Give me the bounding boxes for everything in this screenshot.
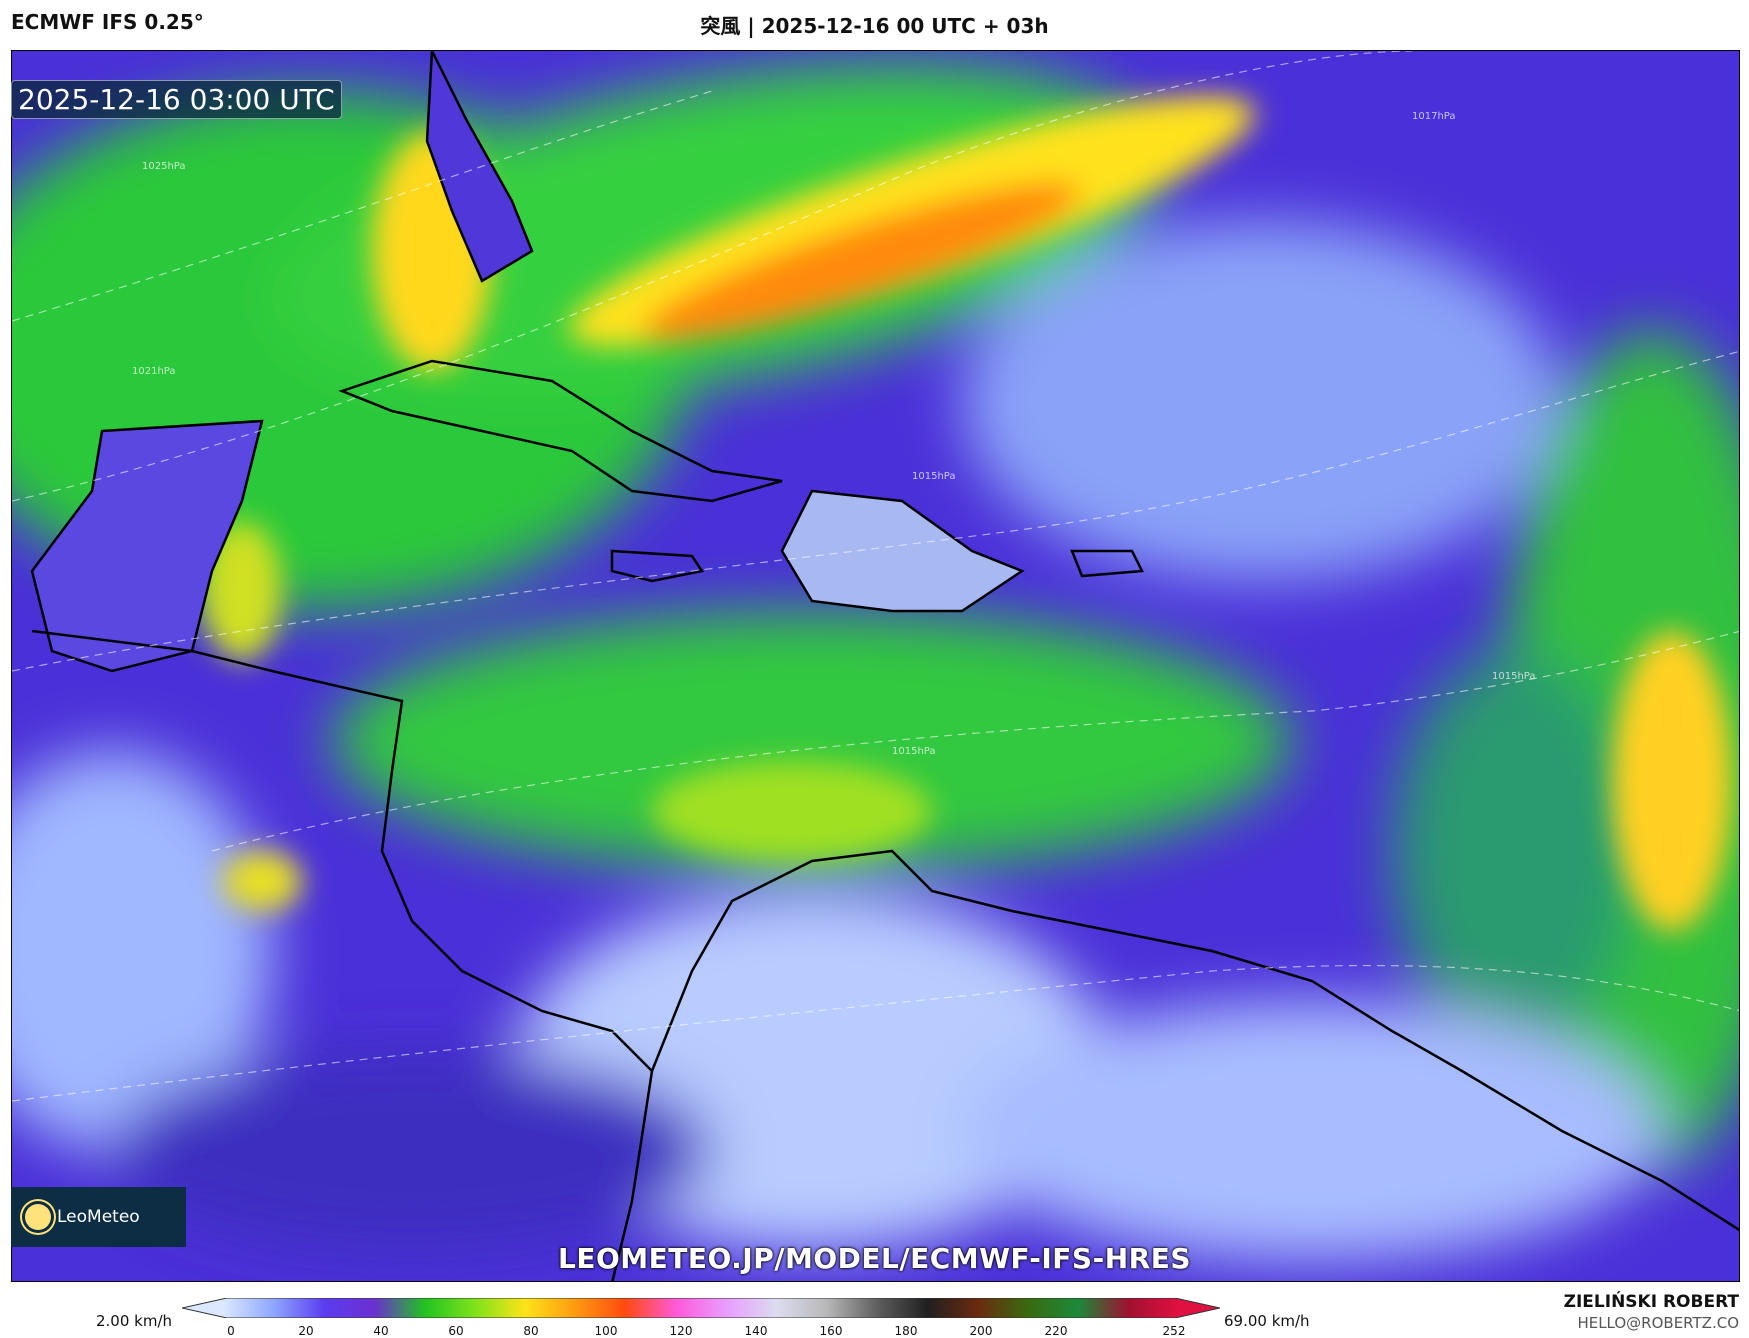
author-name: ZIELIŃSKI ROBERT <box>1563 1292 1739 1312</box>
colorbar-tick: 0 <box>227 1324 235 1338</box>
isobar-label: 1015hPa <box>912 471 956 482</box>
valid-time-badge: 2025-12-16 03:00 UTC <box>11 80 342 119</box>
colorbar-tick: 180 <box>894 1324 918 1338</box>
colorbar-tick: 120 <box>669 1324 693 1338</box>
colorbar-tick: 160 <box>819 1324 843 1338</box>
map-field <box>12 51 1739 1281</box>
colorbar-max-label: 69.00 km/h <box>1224 1312 1310 1330</box>
map-title: 突風 | 2025-12-16 00 UTC + 03h <box>700 14 1049 38</box>
colorbar-tick: 80 <box>523 1324 539 1338</box>
colorbar-tick: 252 <box>1162 1324 1186 1338</box>
colorbar-tick: 20 <box>298 1324 314 1338</box>
isobar-label: 1021hPa <box>132 366 176 377</box>
colorbar-tick: 220 <box>1044 1324 1068 1338</box>
colorbar-tick: 60 <box>448 1324 464 1338</box>
sun-icon <box>25 1204 51 1230</box>
colorbar-tick: 140 <box>744 1324 768 1338</box>
colorbar-tick: 200 <box>969 1324 993 1338</box>
colorbar-tick: 40 <box>373 1324 389 1338</box>
isobar-label: 1015hPa <box>1492 671 1536 682</box>
isobar-label: 1015hPa <box>892 746 936 757</box>
model-name: ECMWF IFS 0.25° <box>11 10 204 34</box>
isobar-label: 1025hPa <box>142 161 186 172</box>
colorbar-min-label: 2.00 km/h <box>96 1312 173 1330</box>
colorbar-tick: 100 <box>594 1324 618 1338</box>
colorbar <box>182 1298 1220 1318</box>
watermark-url: LEOMETEO.JP/MODEL/ECMWF-IFS-HRES <box>557 1242 1191 1275</box>
leometeo-logo[interactable]: LeoMeteo <box>11 1187 186 1247</box>
logo-text: LeoMeteo <box>57 1207 140 1227</box>
isobar-label: 1017hPa <box>1412 111 1456 122</box>
wind-gust-map[interactable]: 1025hPa 1021hPa 1017hPa 1015hPa 1015hPa … <box>11 50 1740 1282</box>
author-email[interactable]: HELLO@ROBERTZ.CO <box>1577 1314 1739 1332</box>
